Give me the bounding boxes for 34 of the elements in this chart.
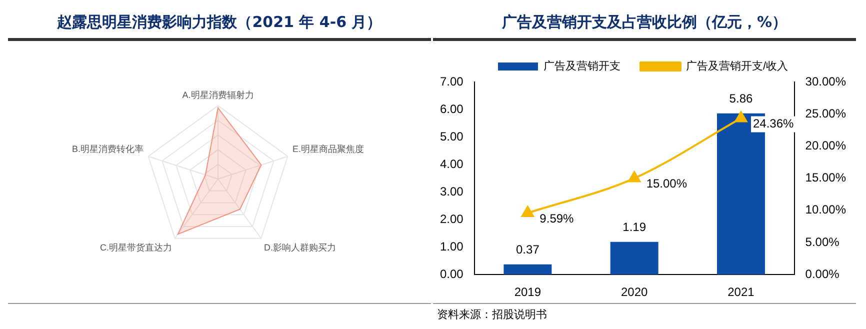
- y-tick-label: 1.00: [440, 239, 464, 254]
- y-tick-label: 2.00: [440, 212, 464, 226]
- x-tick-label: 2021: [728, 285, 755, 300]
- data-label: 15.00%: [646, 176, 688, 191]
- y-tick-label: 4.00: [440, 156, 464, 171]
- spoke-label: A.明星消费辐射力: [182, 90, 254, 100]
- y-tick-label: 5.00: [440, 129, 464, 144]
- spoke-label: E.明星商品聚焦度: [292, 144, 364, 154]
- y-tick-label: 7.00: [440, 74, 464, 88]
- y-tick-label: 6.00: [440, 102, 464, 116]
- y-tick-label: 0.00: [440, 266, 464, 281]
- chart-title: 广告及营销开支及占营收比例（亿元，%）: [433, 8, 856, 41]
- y2-tick-label: 0.00%: [805, 266, 840, 281]
- spoke-label: C.明星带货直达力: [100, 242, 172, 252]
- y2-tick-label: 5.00%: [805, 234, 840, 249]
- chart-title: 赵露思明星消费影响力指数（2021 年 4-6 月）: [8, 8, 431, 41]
- y2-tick-label: 15.00%: [805, 170, 846, 185]
- data-label: 1.19: [622, 220, 646, 234]
- text: 资料来源：招股说明书: [437, 308, 547, 321]
- spoke-label: D.影响人群购买力: [264, 242, 336, 252]
- y2-tick-label: 30.00%: [805, 74, 846, 88]
- y-tick-label: 3.00: [440, 184, 464, 198]
- y2-tick-label: 10.00%: [805, 202, 846, 217]
- legend-label: 广告及营销开支/收入: [686, 60, 788, 73]
- spoke-label: B.明星消费转化率: [72, 144, 144, 154]
- x-tick-label: 2019: [514, 285, 542, 300]
- legend-label: 广告及营销开支: [543, 60, 620, 73]
- x-tick-label: 2020: [620, 285, 648, 300]
- data-label: 5.86: [729, 92, 753, 106]
- y2-tick-label: 25.00%: [805, 106, 846, 120]
- data-label: 24.36%: [752, 116, 794, 131]
- data-label: 0.37: [516, 242, 540, 257]
- data-label: 9.59%: [540, 211, 574, 226]
- y2-tick-label: 20.00%: [805, 138, 846, 153]
